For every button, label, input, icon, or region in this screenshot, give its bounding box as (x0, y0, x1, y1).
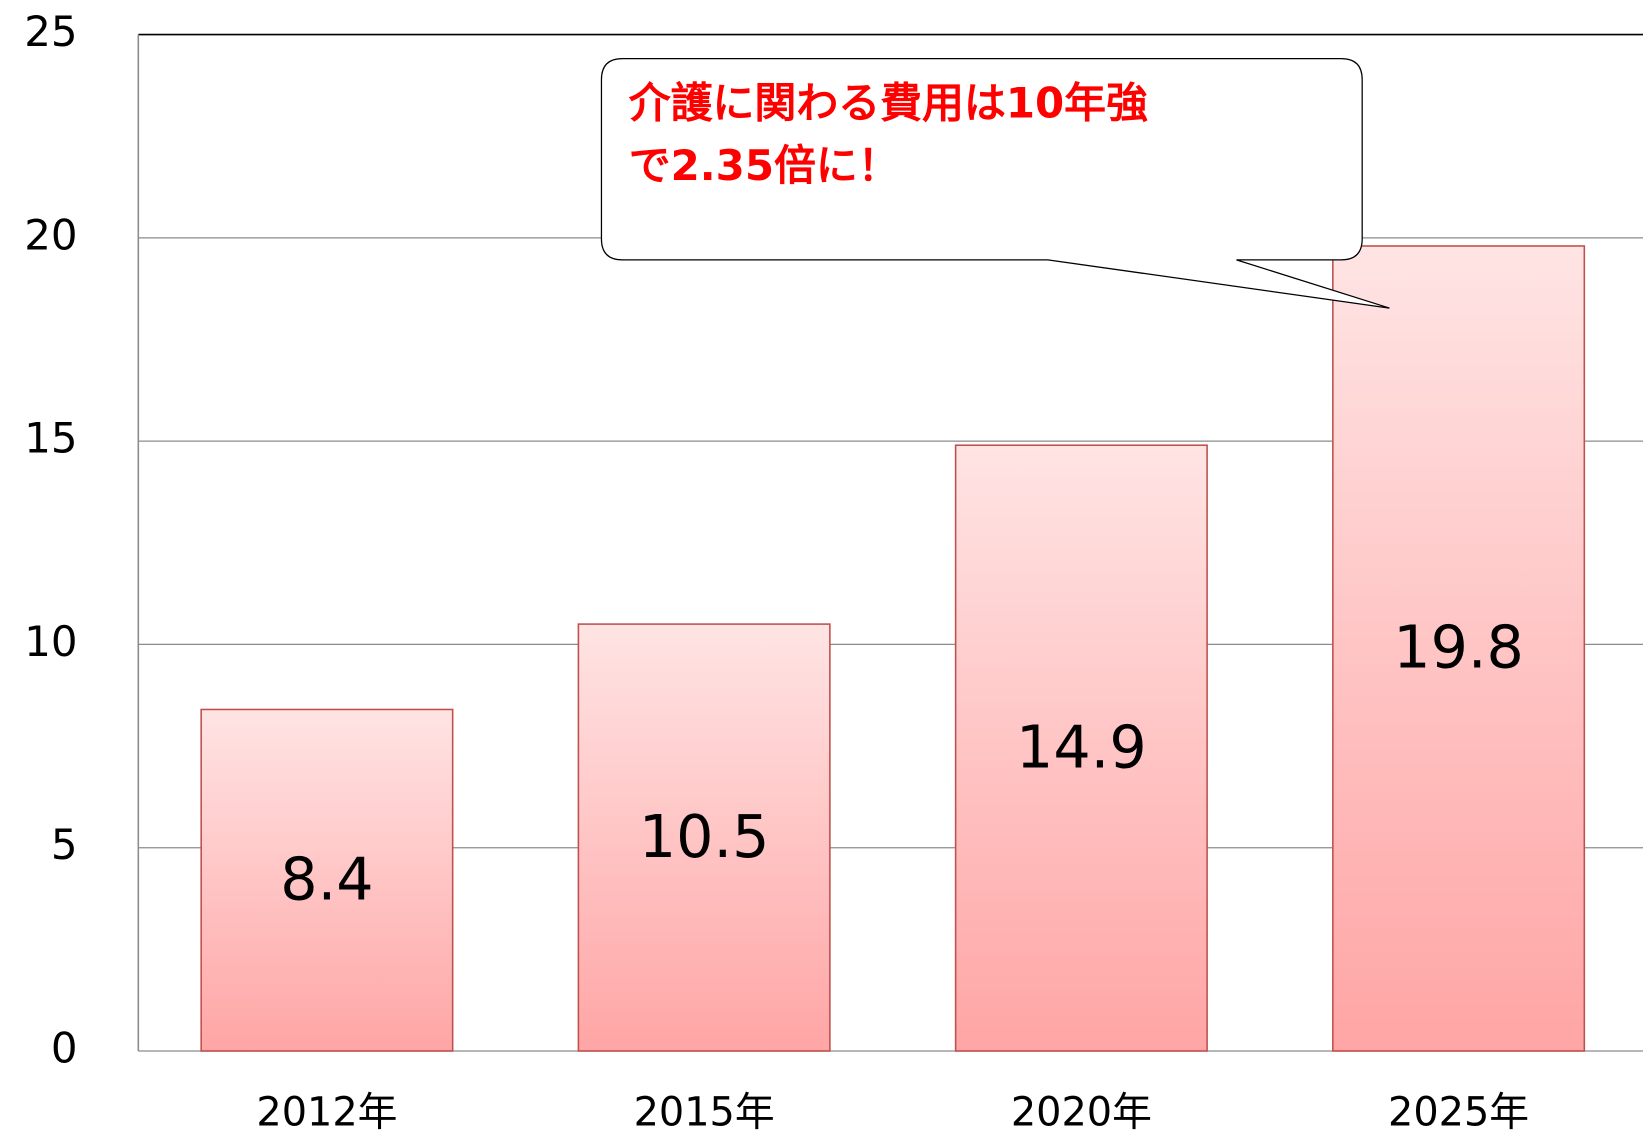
value-label: 8.4 (280, 845, 373, 913)
value-label: 10.5 (639, 803, 770, 871)
y-tick-label: 0 (51, 1023, 78, 1072)
bar (954, 444, 1208, 1052)
y-tick-label: 5 (51, 820, 78, 869)
x-tick-label: 2015年 (634, 1089, 775, 1135)
y-tick-label: 10 (24, 617, 77, 666)
y-tick-label: 15 (24, 414, 77, 463)
annotation-line: 介護に関わる費用は10年強 (629, 78, 1148, 127)
y-tick-label: 25 (24, 7, 77, 56)
grid: 0 5 10 15 20 25 2012年 2015年 2020年 2025年 (24, 7, 1643, 1135)
y-tick-label: 20 (24, 210, 77, 259)
x-tick-label: 2020年 (1011, 1089, 1152, 1135)
x-tick-label: 2012年 (256, 1089, 397, 1135)
callout: 介護に関わる費用は10年強 で2.35倍に！ (600, 58, 1390, 309)
x-tick-label: 2025年 (1388, 1089, 1529, 1135)
value-label: 14.9 (1016, 713, 1147, 781)
callout-bubble (600, 58, 1390, 309)
value-label: 19.8 (1393, 614, 1524, 682)
bar (200, 708, 454, 1052)
annotation-line: で2.35倍に！ (629, 141, 900, 190)
bar (1332, 245, 1586, 1052)
bar (577, 623, 831, 1052)
bars: 8.4 10.5 14.9 19.8 (200, 245, 1586, 1052)
